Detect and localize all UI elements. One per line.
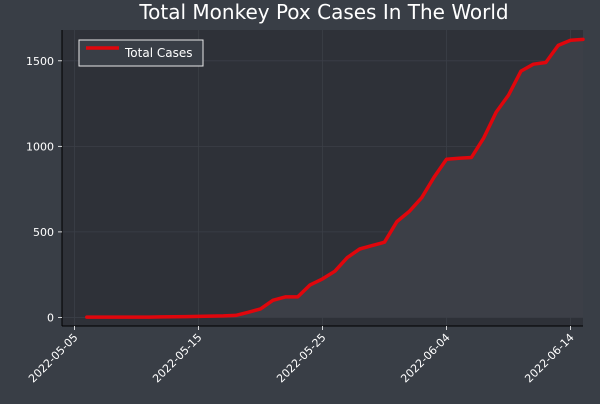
- legend: Total Cases: [79, 40, 203, 66]
- y-tick-label: 0: [47, 311, 54, 324]
- chart-title: Total Monkey Pox Cases In The World: [138, 0, 508, 24]
- y-tick-label: 500: [33, 226, 54, 239]
- y-tick-label: 1500: [26, 55, 54, 68]
- legend-label-total-cases: Total Cases: [124, 46, 192, 60]
- y-tick-label: 1000: [26, 140, 54, 153]
